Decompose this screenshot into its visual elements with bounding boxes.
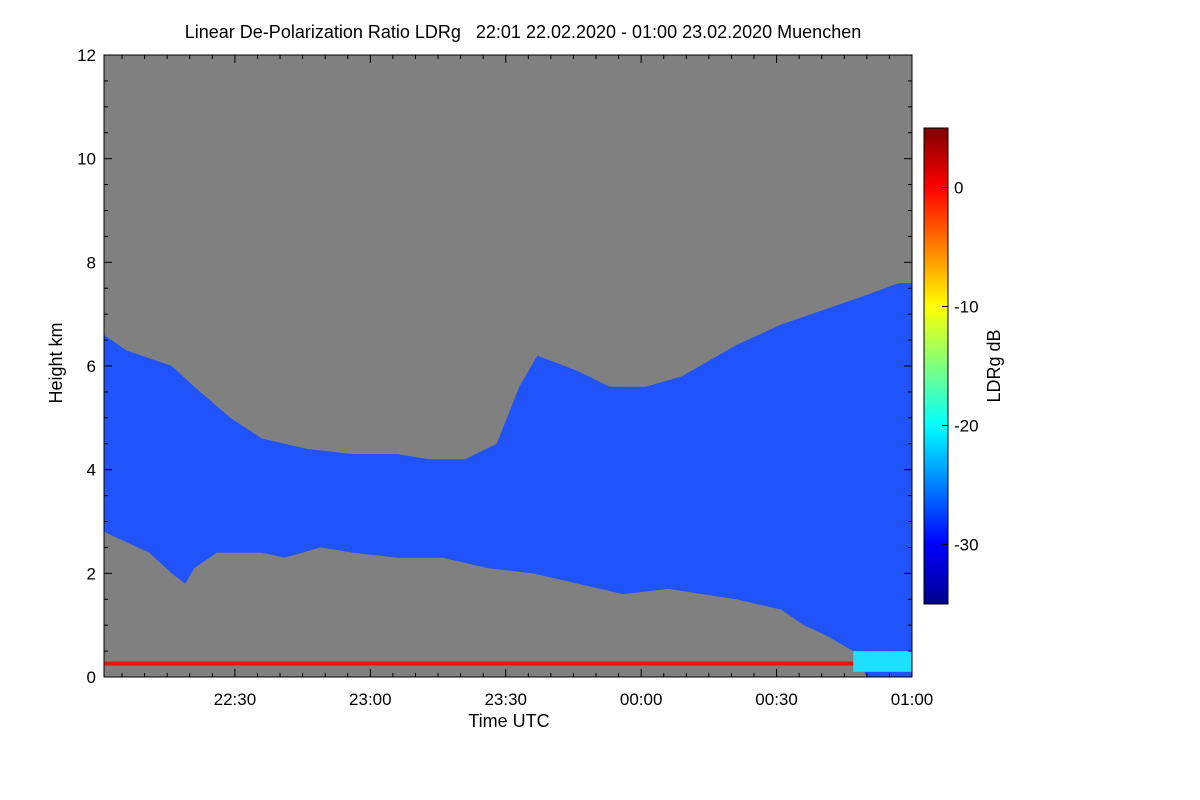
colorbar [923, 127, 949, 605]
y-tick-label: 10 [77, 150, 96, 169]
aerosol-line [104, 661, 854, 666]
x-axis-label: Time UTC [468, 711, 549, 731]
cloud-layer [104, 283, 912, 677]
data-layers [104, 283, 912, 677]
x-tick-label: 00:30 [755, 690, 798, 709]
y-tick-label: 2 [87, 564, 96, 583]
x-tick-label: 00:00 [620, 690, 663, 709]
colorbar-axis: 0 -10 -20 -30 [942, 179, 979, 555]
x-tick-label: 01:00 [891, 690, 934, 709]
colorbar-tick-label: -20 [954, 417, 979, 436]
colorbar-tick-label: 0 [954, 179, 963, 198]
x-tick-label: 22:30 [214, 690, 257, 709]
colorbar-tick-label: -10 [954, 298, 979, 317]
colorbar-label: LDRg dB [984, 329, 1004, 402]
x-tick-label: 23:30 [484, 690, 527, 709]
y-tick-label: 0 [87, 668, 96, 687]
aerosol-patch [853, 651, 912, 672]
x-axis: 22:30 23:00 23:30 00:00 00:30 01:00 [121, 55, 934, 709]
y-tick-label: 4 [87, 461, 96, 480]
y-tick-label: 12 [77, 46, 96, 65]
chart-title: Linear De-Polarization Ratio LDRg 22:01 … [185, 22, 861, 42]
y-axis-label: Height km [46, 322, 66, 403]
y-tick-label: 6 [87, 357, 96, 376]
colorbar-tick-label: -30 [954, 536, 979, 555]
y-axis: 0 2 4 6 8 10 12 [77, 46, 912, 687]
y-tick-label: 8 [87, 253, 96, 272]
x-tick-label: 23:00 [349, 690, 392, 709]
